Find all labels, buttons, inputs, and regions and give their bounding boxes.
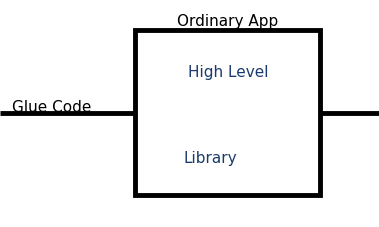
- Text: Library: Library: [183, 151, 237, 165]
- Text: Ordinary App: Ordinary App: [177, 14, 279, 29]
- Text: Glue Code: Glue Code: [12, 99, 92, 114]
- Bar: [135, 30, 320, 195]
- Text: High Level: High Level: [188, 64, 268, 79]
